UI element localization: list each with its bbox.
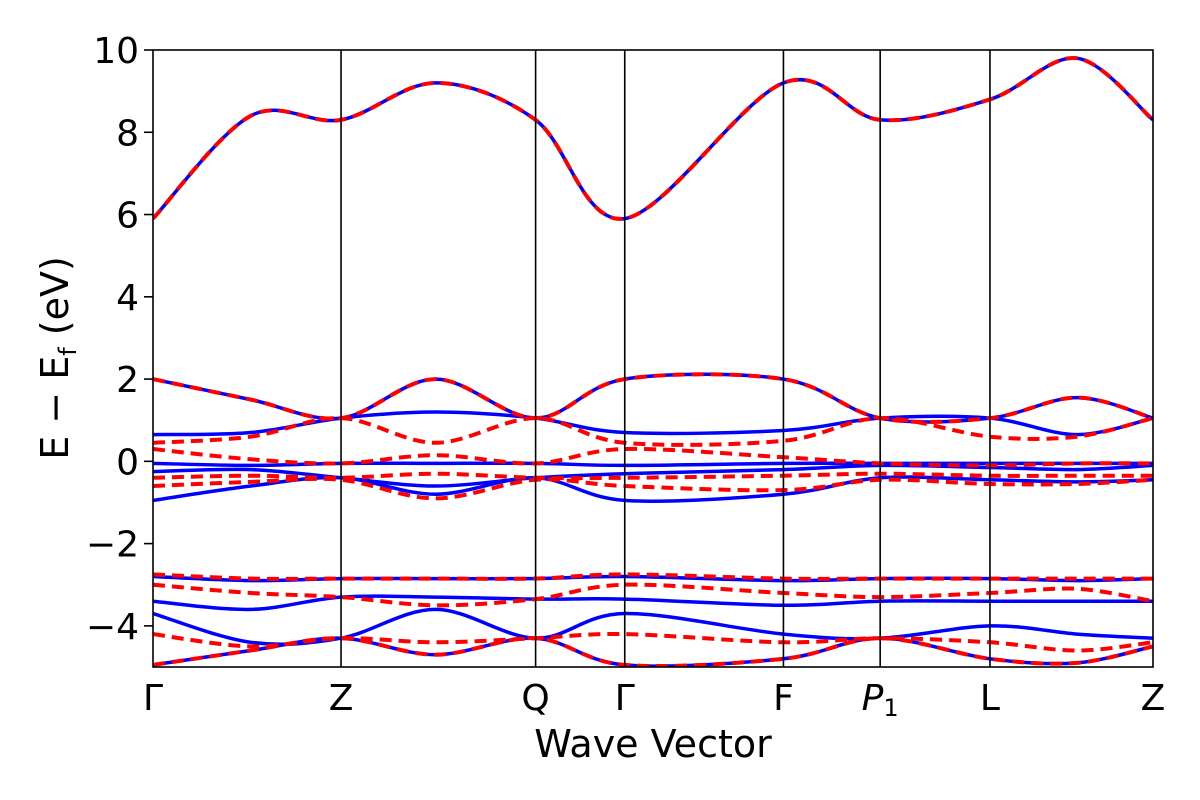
solid-band-line-8 (153, 594, 1153, 612)
y-axis-title: E − Ef (eV) (33, 256, 82, 460)
y-tick-label: 6 (116, 196, 139, 237)
x-axis-title: Wave Vector (534, 722, 772, 766)
y-tick-label: 8 (116, 113, 139, 154)
y-axis-title-main: E − E (33, 356, 77, 460)
dashed-band-line-3 (153, 416, 1153, 447)
x-tick-label: Q (521, 678, 549, 719)
solid-band-line-4 (153, 461, 1153, 468)
x-tick-label: F (773, 678, 794, 719)
y-tick-label: −4 (86, 607, 139, 648)
solid-band-line-9 (153, 607, 1153, 647)
y-axis-title-unit: (eV) (33, 256, 77, 347)
x-axis-ticks: Γ Z Q Γ F P1 L Z (143, 678, 1165, 722)
solid-band-line-7 (153, 574, 1153, 583)
plot-frame (152, 49, 1154, 668)
y-axis-title-sub: f (54, 347, 82, 356)
x-tick-label: Γ (143, 678, 163, 719)
y-tick-label: −2 (86, 525, 139, 566)
x-tick-label: Z (329, 678, 354, 719)
y-axis-ticks: −4 −2 0 2 4 6 8 10 (86, 31, 153, 648)
y-tick-label: 10 (93, 31, 139, 72)
y-tick-label: 0 (116, 442, 139, 483)
x-tick-label: Z (1141, 678, 1166, 719)
solid-band-line-1 (153, 56, 1153, 221)
x-tick-label: L (980, 678, 1000, 719)
y-tick-label: 2 (116, 360, 139, 401)
dashed-band-line-1 (153, 56, 1153, 221)
bands-layer (153, 56, 1153, 667)
x-tick-label: Γ (615, 678, 635, 719)
high-symmetry-lines (340, 50, 991, 667)
x-tick-label: P1 (862, 678, 899, 722)
y-tick-label: 4 (116, 278, 139, 319)
